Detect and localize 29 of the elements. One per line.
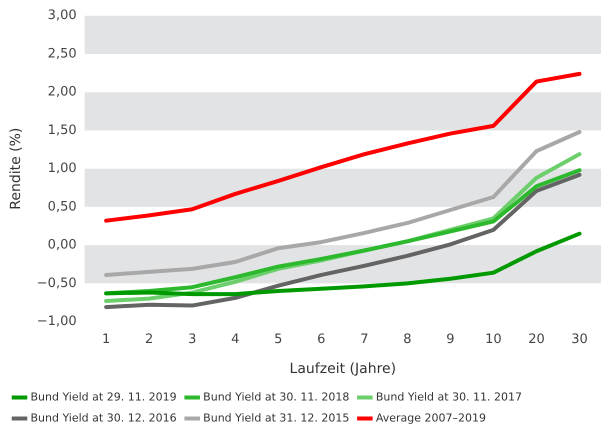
x-tick-label: 1: [102, 332, 110, 347]
y-tick-label: −0,50: [36, 276, 77, 291]
y-tick-label: 0,00: [48, 238, 77, 253]
x-tick-label: 3: [188, 332, 196, 347]
x-tick-label: 30: [571, 332, 588, 347]
y-tick-label: 3,00: [48, 8, 77, 24]
x-axis-title: Laufzeit (Jahre): [290, 361, 396, 378]
legend-label: Bund Yield at 30. 12. 2016: [30, 411, 177, 424]
y-tick-label: 2,00: [48, 84, 77, 100]
x-tick-label: 7: [360, 332, 368, 347]
legend-label: Bund Yield at 29. 11. 2019: [30, 390, 177, 404]
x-tick-label: 9: [446, 332, 455, 347]
x-tick-label: 2: [145, 332, 154, 347]
y-tick-label: 1,50: [48, 122, 77, 138]
legend-label: Average 2007–2019: [376, 411, 486, 424]
y-tick-label: 2,50: [48, 46, 77, 62]
x-tick-label: 20: [528, 332, 545, 347]
y-tick-label: 1,00: [48, 161, 77, 176]
x-tick-label: 8: [403, 332, 412, 347]
x-tick-label: 5: [274, 332, 282, 347]
x-tick-label: 6: [317, 332, 326, 347]
legend-label: Bund Yield at 30. 11. 2017: [376, 390, 522, 404]
y-tick-label: −1,00: [36, 314, 77, 329]
y-axis-title: Rendite (%): [8, 128, 24, 210]
x-tick-label: 4: [231, 332, 240, 347]
x-tick-label: 10: [485, 332, 502, 347]
legend-label: Bund Yield at 30. 11. 2018: [203, 390, 350, 404]
legend-label: Bund Yield at 31. 12. 2015: [203, 411, 350, 424]
y-tick-label: 0,50: [48, 199, 77, 214]
